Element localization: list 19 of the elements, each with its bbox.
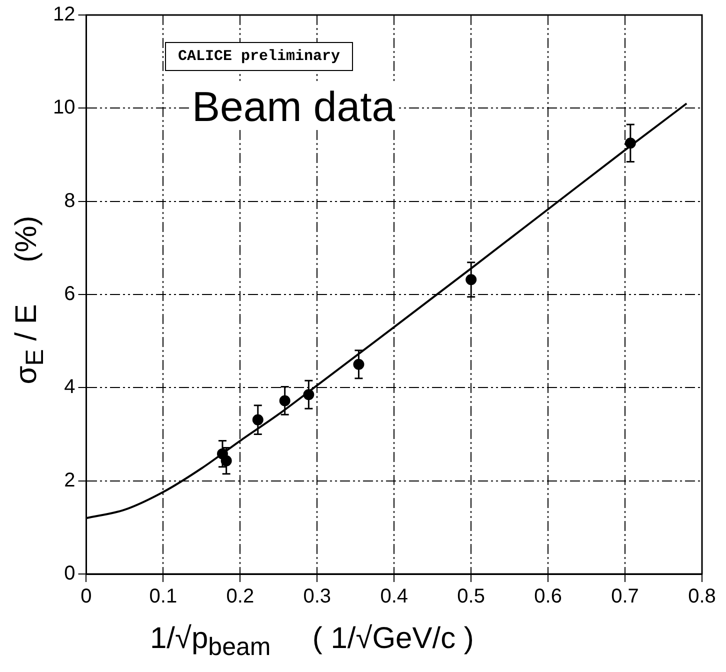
x-tick-label: 0.5 — [457, 586, 485, 608]
y-tick-label: 6 — [64, 283, 76, 306]
x-tick-label: 0.4 — [380, 586, 408, 608]
y-tick-label: 2 — [64, 469, 76, 492]
annotation: CALICE preliminary — [165, 42, 354, 71]
y-tick-label: 0 — [64, 562, 76, 585]
y-tick-label: 4 — [64, 376, 76, 398]
x-tick-label: 0.1 — [149, 586, 178, 608]
y-tick-label: 10 — [52, 96, 76, 119]
y-tick-label: 8 — [64, 190, 76, 212]
x-tick-label: 0.6 — [534, 586, 562, 608]
x-tick-label: 0.8 — [688, 586, 716, 608]
text: 1/√p$_{beam}$ ( 1/√GeV/c ) — [150, 622, 474, 661]
x-tick-label: 0.3 — [303, 586, 332, 608]
y-tick-label: 12 — [52, 4, 76, 26]
x-tick-label: 0.7 — [611, 586, 639, 608]
annotation: Beam data — [190, 83, 398, 130]
x-tick-label: 0 — [80, 586, 92, 608]
x-tick-label: 0.2 — [226, 586, 254, 608]
